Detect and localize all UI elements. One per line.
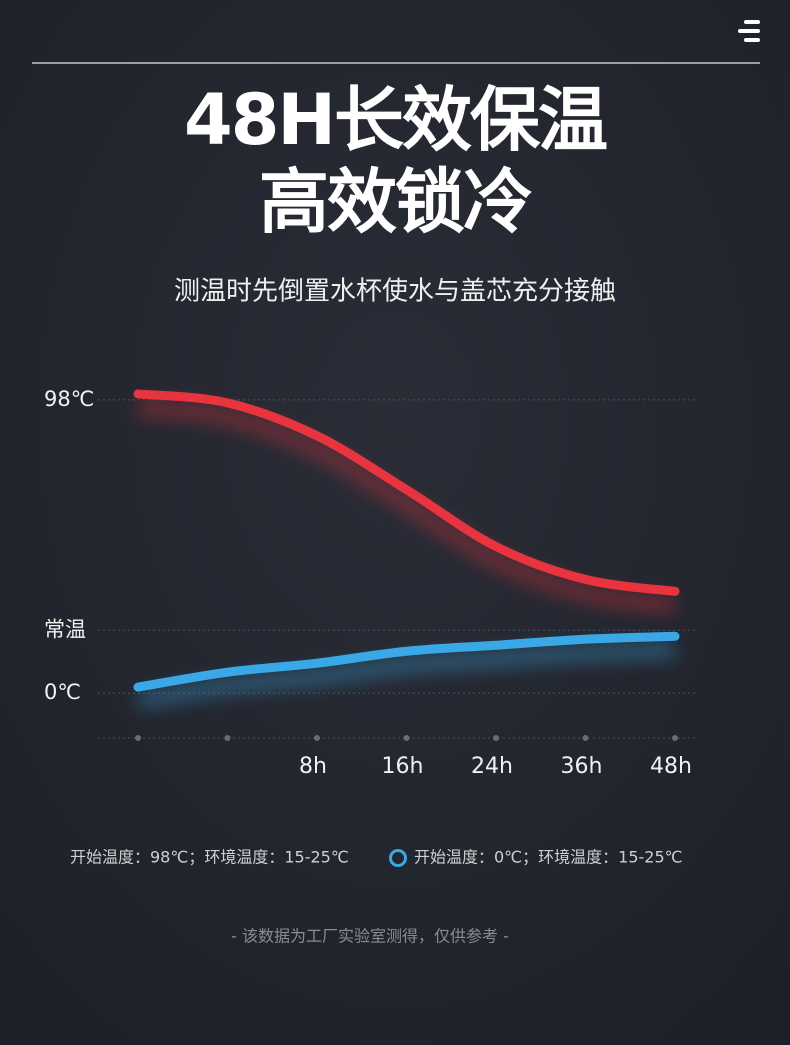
subtitle: 测温时先倒置水杯使水与盖芯充分接触 xyxy=(174,277,616,307)
title-line: 48H长效保温 xyxy=(184,79,607,161)
x-tick-dot xyxy=(403,735,410,741)
x-tick-label: 16h xyxy=(382,754,424,779)
x-tick-label: 48h xyxy=(650,754,692,779)
curve xyxy=(133,631,680,692)
x-tick-dot xyxy=(672,735,678,741)
curve-glow xyxy=(137,400,676,613)
footnote: - 该数据为工厂实验室测得，仅供参考 - xyxy=(231,927,509,946)
y-tick-label: 98℃ xyxy=(44,387,94,411)
x-tick-label: 24h xyxy=(471,754,513,779)
x-tick-dot xyxy=(493,735,499,741)
chart: 98℃ 常温 0℃ 8h 16h 24h 36h 48h 开始温度：98℃；环境温度：15-25… xyxy=(44,387,695,867)
x-tick-dot xyxy=(135,735,141,741)
x-tick-dot xyxy=(224,735,231,741)
legend-label: 开始温度：98℃；环境温度：15-25℃ xyxy=(70,848,349,867)
legend-marker xyxy=(389,849,407,867)
y-tick-label: 常温 xyxy=(44,617,86,641)
x-tick-label: 8h xyxy=(299,754,327,779)
legend-label: 开始温度：0℃；环境温度：15-25℃ xyxy=(414,848,683,867)
menu-icon[interactable] xyxy=(738,20,760,42)
menu-bar[interactable] xyxy=(744,38,760,42)
y-tick-label: 0℃ xyxy=(44,680,81,704)
title-line: 高效锁冷 xyxy=(259,161,532,243)
menu-bar[interactable] xyxy=(744,20,760,24)
x-tick-label: 36h xyxy=(561,754,603,779)
menu-bar[interactable] xyxy=(738,29,760,33)
x-tick-dot xyxy=(582,735,589,741)
curve xyxy=(133,389,680,596)
curve-glow xyxy=(136,643,676,709)
x-tick-dot xyxy=(314,735,320,741)
